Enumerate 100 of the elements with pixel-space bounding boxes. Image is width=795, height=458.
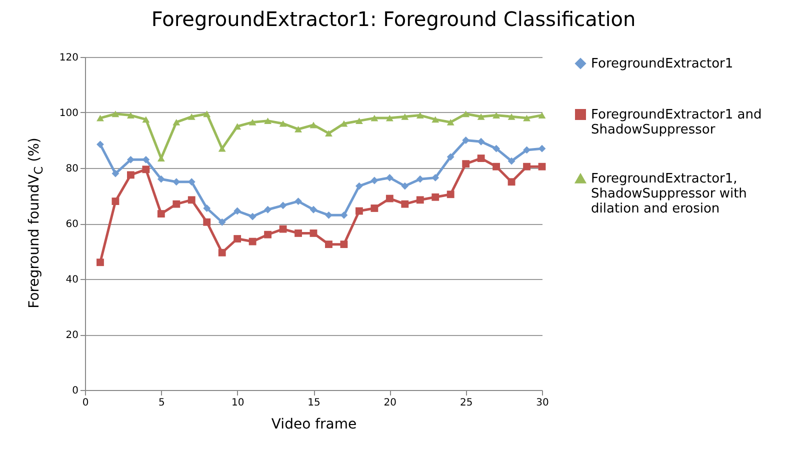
point [523,114,530,122]
point [203,218,211,226]
point [370,114,378,122]
point [416,175,424,183]
legend-label: ForegroundExtractor1 [591,56,734,72]
point [112,198,120,206]
point [96,258,104,266]
point [508,157,516,165]
point [112,170,120,178]
y-tick-label: 0 [72,386,78,396]
point [279,225,287,233]
point [264,230,272,238]
point [401,182,409,190]
x-tick-label: 20 [384,398,397,408]
point [203,204,211,212]
point [234,207,242,215]
x-tick-label: 15 [308,398,320,408]
point [538,162,546,170]
point [126,156,134,164]
x-tick-label: 0 [82,398,89,408]
point [432,116,440,123]
point [416,112,424,118]
point [523,162,530,170]
point [462,136,470,144]
point [446,190,454,198]
point [172,119,180,126]
point [248,119,256,126]
point [126,112,134,118]
point [157,210,165,218]
point [340,211,348,219]
point [432,174,440,182]
point [355,182,363,190]
point [188,196,196,204]
point [462,110,470,118]
x-tick-label: 30 [536,398,549,408]
point [325,211,332,219]
point [325,130,332,137]
point [142,156,150,164]
point [492,162,500,170]
point [188,113,196,120]
point [96,140,104,148]
point [218,218,226,226]
point [112,110,120,118]
point [157,175,165,183]
point [538,112,546,118]
point [477,138,485,146]
point [462,160,470,168]
x-tick-label: 10 [231,398,244,408]
x-tick-label: 25 [460,398,473,408]
point [248,238,256,246]
point [523,146,530,154]
point [355,207,363,215]
legend-label: ForegroundExtractor1, ShadowSuppressor with dilation and erosion [591,172,747,216]
point [355,118,363,124]
point [234,123,242,130]
point [218,145,226,152]
y-tick-label: 100 [59,108,78,119]
point [446,119,454,126]
point [96,114,104,122]
point [401,200,409,208]
point [142,116,150,123]
point [279,202,287,210]
point [446,153,454,161]
point [172,200,180,208]
point [492,112,500,118]
point [325,240,332,248]
point [386,174,394,182]
point [432,193,440,201]
point [416,196,424,204]
point [142,166,150,174]
chart-title: ForegroundExtractor1: Foreground Classification [151,7,636,31]
point [264,118,272,124]
y-tick-label: 120 [59,52,78,64]
point [310,206,318,214]
point [370,176,378,184]
y-tick-label: 20 [66,330,78,341]
point [310,122,318,128]
point [126,171,134,179]
point [386,114,394,122]
legend-label: ForegroundExtractor1 and ShadowSuppressor [591,108,762,138]
point [508,113,516,120]
point [294,126,302,132]
point [370,204,378,212]
point [386,194,394,202]
point [264,206,272,214]
x-axis-title: Video frame [271,416,357,432]
point [294,198,302,206]
point [508,178,516,186]
y-tick-label: 60 [66,219,78,230]
point [477,154,485,162]
point [492,144,500,152]
point [538,144,546,152]
point [234,235,242,242]
point [310,230,318,237]
y-tick-label: 80 [66,164,78,174]
point [340,120,348,127]
y-tick-label: 40 [66,274,78,286]
point [340,240,348,248]
x-tick-label: 5 [158,398,165,408]
point [294,230,302,237]
